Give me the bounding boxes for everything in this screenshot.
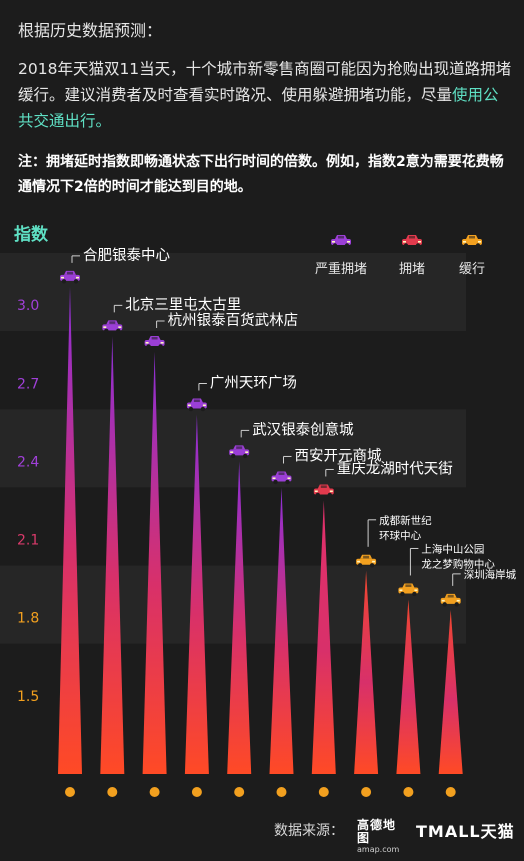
car-icon xyxy=(144,335,165,349)
grid-band xyxy=(0,409,466,488)
bar-group: 深圳海岸城 xyxy=(438,568,517,774)
y-axis-label: 指数 xyxy=(14,224,49,245)
bar-group: 北京三里屯太古里 xyxy=(100,296,241,774)
car-icon xyxy=(229,445,250,459)
car-icon xyxy=(462,235,482,248)
congestion-chart: 指数 3.0 2.7 2.4 2.1 1.8 1.5 严重拥堵 拥堵 缓行 合肥银泰中心北京三… xyxy=(0,224,517,797)
base-dot xyxy=(361,787,372,797)
car-icon xyxy=(60,270,80,284)
category-label: 西安开元商城 xyxy=(295,447,382,464)
category-label: 广州天环广场 xyxy=(210,375,297,392)
category-label: 龙之梦购物中心 xyxy=(421,557,495,570)
car-icon xyxy=(356,554,377,568)
base-dot xyxy=(234,787,245,797)
category-label: 深圳海岸城 xyxy=(464,568,517,581)
tmall-logo: TMALL天猫 xyxy=(416,822,515,841)
bar-group: 杭州银泰百货武林店 xyxy=(142,312,299,774)
base-dot xyxy=(403,787,414,797)
amap-logo-text: 高德地图 xyxy=(357,818,397,845)
car-icon xyxy=(271,471,292,485)
bar-group: 广州天环广场 xyxy=(184,375,297,774)
car-icon xyxy=(402,235,422,248)
bar-group: 重庆龙湖时代天街 xyxy=(311,460,453,774)
y-tick-label: 2.7 xyxy=(17,376,39,392)
bar xyxy=(396,599,421,774)
car-icon xyxy=(331,235,351,248)
base-dot xyxy=(149,787,160,797)
bar xyxy=(227,461,252,774)
bar xyxy=(184,414,209,774)
bar-group: 武汉银泰创意城 xyxy=(227,420,354,774)
legend-item: 缓行 xyxy=(459,235,485,277)
amap-domain: amap.com xyxy=(357,845,400,854)
bar-group: 合肥银泰中心 xyxy=(58,247,170,774)
bar xyxy=(438,609,463,774)
legend-item: 拥堵 xyxy=(399,235,425,277)
category-label: 北京三里屯太古里 xyxy=(125,296,241,313)
amap-logo: 高德地图 amap.com xyxy=(357,818,407,855)
car-icon xyxy=(398,583,419,597)
grid-band xyxy=(0,253,466,332)
grid-band xyxy=(0,487,466,566)
car-icon xyxy=(102,320,123,334)
legend-label: 拥堵 xyxy=(399,262,425,277)
base-dots xyxy=(65,787,456,797)
intro-body: 2018年天猫双11当天，十个城市新零售商圈可能因为抢购出现道路拥堵缓行。建议消… xyxy=(18,56,514,134)
y-tick-label: 1.5 xyxy=(17,689,39,705)
category-label: 上海中山公园 xyxy=(421,542,484,555)
y-tick-label: 3.0 xyxy=(17,298,39,314)
y-tick-label: 1.8 xyxy=(17,611,39,627)
category-label: 成都新世纪 xyxy=(379,514,432,527)
base-dot xyxy=(276,787,287,797)
intro: 根据历史数据预测： 2018年天猫双11当天，十个城市新零售商圈可能因为抢购出现… xyxy=(18,20,514,134)
bar xyxy=(269,487,294,774)
y-tick-label: 2.4 xyxy=(17,454,39,470)
car-icon xyxy=(313,484,334,498)
intro-highlight: 使用公共交通出行。 xyxy=(18,86,499,130)
base-dot xyxy=(445,787,456,797)
grid-band xyxy=(0,331,466,410)
base-dot xyxy=(65,787,75,797)
footnote: 注：拥堵延时指数即畅通状态下出行时间的倍数。例如，指数2意为需要花费畅通情况下2… xyxy=(18,154,504,195)
bar xyxy=(311,500,336,774)
grid-bands xyxy=(0,253,466,722)
legend-label: 严重拥堵 xyxy=(315,261,367,277)
bar xyxy=(142,351,167,774)
category-label: 环球中心 xyxy=(379,529,421,542)
category-label: 重庆龙湖时代天街 xyxy=(337,460,453,477)
legend-label: 缓行 xyxy=(459,262,485,277)
car-icon xyxy=(186,398,207,412)
base-dot xyxy=(318,787,329,797)
legend: 严重拥堵 拥堵 缓行 xyxy=(315,235,485,277)
car-icon xyxy=(440,593,461,607)
bar-group: 西安开元商城 xyxy=(269,447,382,774)
category-label: 合肥银泰中心 xyxy=(83,247,170,264)
bar xyxy=(354,570,379,774)
bar-series: 合肥银泰中心北京三里屯太古里杭州银泰百货武林店广州天环广场武汉银泰创意城西安开元… xyxy=(58,247,517,774)
legend-item: 严重拥堵 xyxy=(315,235,367,277)
base-dot xyxy=(107,787,118,797)
y-tick-labels: 3.0 2.7 2.4 2.1 1.8 1.5 xyxy=(17,298,39,705)
base-dot xyxy=(191,787,202,797)
category-label: 武汉银泰创意城 xyxy=(252,420,354,438)
intro-body-text: 2018年天猫双11当天，十个城市新零售商圈可能因为抢购出现道路拥堵缓行。建议消… xyxy=(18,60,512,104)
bar xyxy=(58,286,82,774)
category-label: 杭州银泰百货武林店 xyxy=(168,312,299,329)
intro-title: 根据历史数据预测： xyxy=(18,21,163,40)
bar xyxy=(100,336,125,774)
y-tick-label: 2.1 xyxy=(17,533,39,549)
source-label: 数据来源： xyxy=(274,823,344,839)
